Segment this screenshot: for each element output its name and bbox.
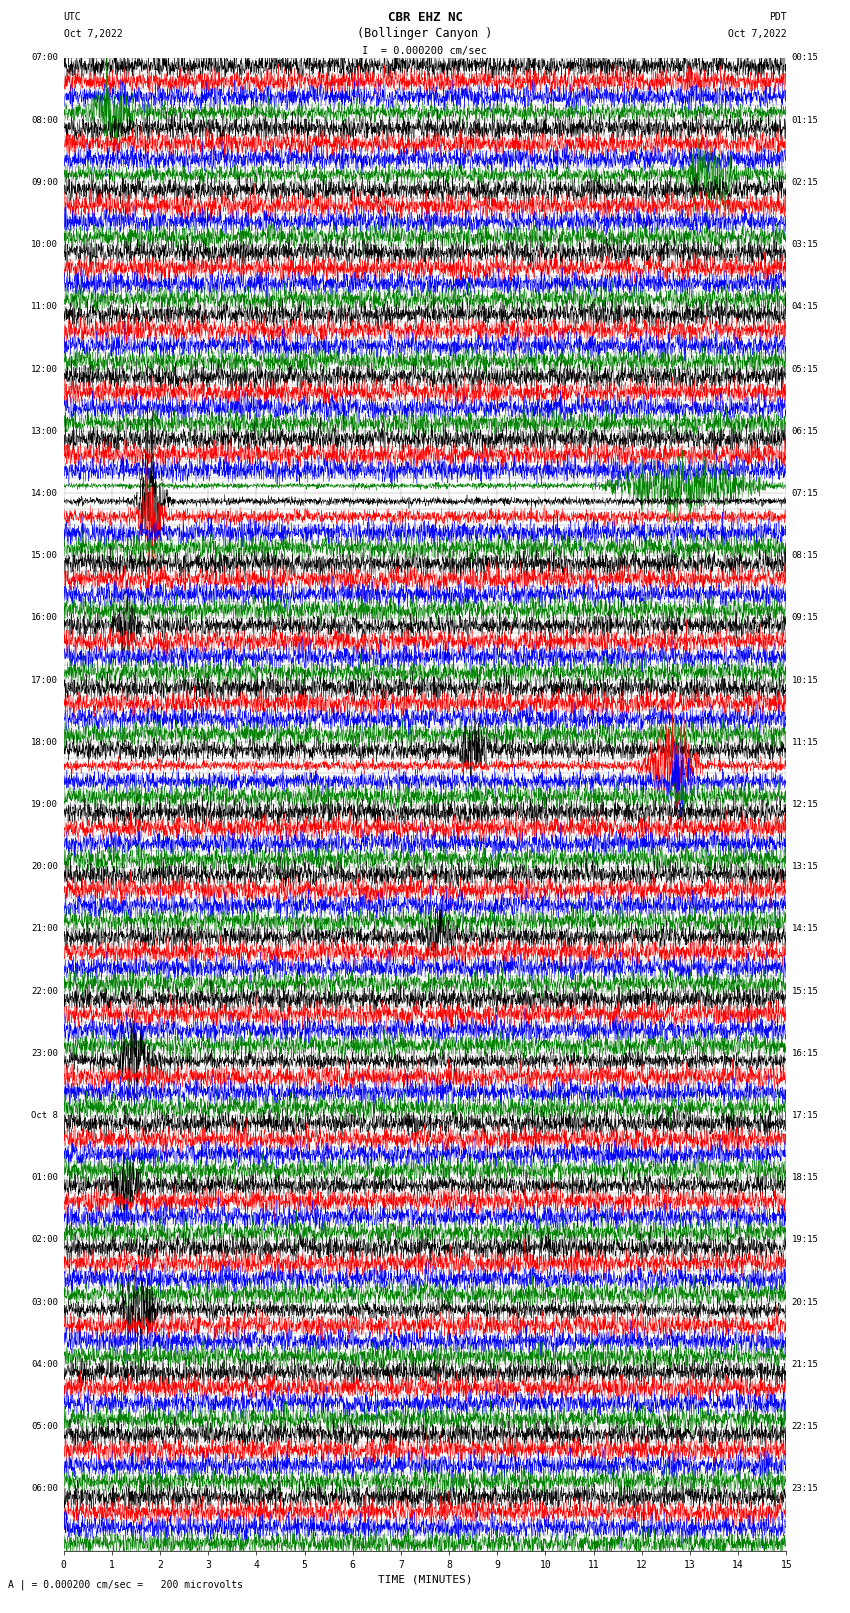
Text: 21:00: 21:00 bbox=[31, 924, 58, 934]
Text: 04:15: 04:15 bbox=[792, 302, 819, 311]
Text: 17:15: 17:15 bbox=[792, 1111, 819, 1119]
Text: 03:15: 03:15 bbox=[792, 240, 819, 248]
Text: (Bollinger Canyon ): (Bollinger Canyon ) bbox=[357, 27, 493, 40]
Text: 19:15: 19:15 bbox=[792, 1236, 819, 1245]
Text: Oct 8: Oct 8 bbox=[31, 1111, 58, 1119]
Text: 18:15: 18:15 bbox=[792, 1173, 819, 1182]
Text: 13:15: 13:15 bbox=[792, 863, 819, 871]
Text: I  = 0.000200 cm/sec: I = 0.000200 cm/sec bbox=[362, 47, 488, 56]
Text: 16:15: 16:15 bbox=[792, 1048, 819, 1058]
Text: 04:00: 04:00 bbox=[31, 1360, 58, 1369]
Text: 11:00: 11:00 bbox=[31, 302, 58, 311]
Text: 21:15: 21:15 bbox=[792, 1360, 819, 1369]
Text: 12:00: 12:00 bbox=[31, 365, 58, 374]
Text: 20:15: 20:15 bbox=[792, 1298, 819, 1307]
Text: 05:00: 05:00 bbox=[31, 1423, 58, 1431]
Text: 12:15: 12:15 bbox=[792, 800, 819, 810]
Text: 09:00: 09:00 bbox=[31, 177, 58, 187]
Text: 10:00: 10:00 bbox=[31, 240, 58, 248]
Text: 14:00: 14:00 bbox=[31, 489, 58, 498]
Text: 15:00: 15:00 bbox=[31, 552, 58, 560]
Text: 01:15: 01:15 bbox=[792, 116, 819, 124]
Text: 23:15: 23:15 bbox=[792, 1484, 819, 1494]
Text: 07:00: 07:00 bbox=[31, 53, 58, 63]
Text: Oct 7,2022: Oct 7,2022 bbox=[64, 29, 122, 39]
Text: 11:15: 11:15 bbox=[792, 737, 819, 747]
Text: 08:15: 08:15 bbox=[792, 552, 819, 560]
Text: 00:15: 00:15 bbox=[792, 53, 819, 63]
Text: 18:00: 18:00 bbox=[31, 737, 58, 747]
Text: 09:15: 09:15 bbox=[792, 613, 819, 623]
Text: PDT: PDT bbox=[768, 13, 786, 23]
X-axis label: TIME (MINUTES): TIME (MINUTES) bbox=[377, 1574, 473, 1584]
Text: 14:15: 14:15 bbox=[792, 924, 819, 934]
Text: 02:00: 02:00 bbox=[31, 1236, 58, 1245]
Text: 06:15: 06:15 bbox=[792, 427, 819, 436]
Text: 13:00: 13:00 bbox=[31, 427, 58, 436]
Text: 23:00: 23:00 bbox=[31, 1048, 58, 1058]
Text: Oct 7,2022: Oct 7,2022 bbox=[728, 29, 786, 39]
Text: 22:15: 22:15 bbox=[792, 1423, 819, 1431]
Text: 02:15: 02:15 bbox=[792, 177, 819, 187]
Text: 16:00: 16:00 bbox=[31, 613, 58, 623]
Text: 08:00: 08:00 bbox=[31, 116, 58, 124]
Text: 10:15: 10:15 bbox=[792, 676, 819, 684]
Text: A | = 0.000200 cm/sec =   200 microvolts: A | = 0.000200 cm/sec = 200 microvolts bbox=[8, 1579, 243, 1590]
Text: 22:00: 22:00 bbox=[31, 987, 58, 995]
Text: 19:00: 19:00 bbox=[31, 800, 58, 810]
Text: 20:00: 20:00 bbox=[31, 863, 58, 871]
Text: 15:15: 15:15 bbox=[792, 987, 819, 995]
Text: 07:15: 07:15 bbox=[792, 489, 819, 498]
Text: CBR EHZ NC: CBR EHZ NC bbox=[388, 11, 462, 24]
Text: 06:00: 06:00 bbox=[31, 1484, 58, 1494]
Text: 05:15: 05:15 bbox=[792, 365, 819, 374]
Text: UTC: UTC bbox=[64, 13, 82, 23]
Text: 03:00: 03:00 bbox=[31, 1298, 58, 1307]
Text: 17:00: 17:00 bbox=[31, 676, 58, 684]
Text: 01:00: 01:00 bbox=[31, 1173, 58, 1182]
